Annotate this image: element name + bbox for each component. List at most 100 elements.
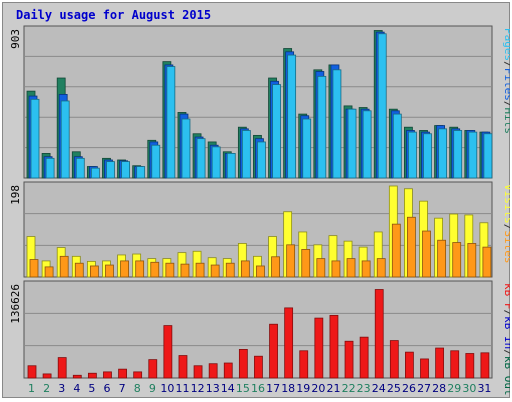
day-label-11: 11 [176, 382, 190, 395]
bar-pages-day-9 [151, 144, 161, 179]
bar-kb-f-day-24 [374, 289, 384, 379]
panel-1-legend: Pages/Files/Hits [502, 28, 510, 134]
panel-2-max-label: 198 [9, 185, 22, 205]
bar-kb-f-day-18 [284, 307, 294, 379]
bar-kb-f-day-8 [133, 371, 143, 379]
day-label-4: 4 [73, 382, 80, 395]
day-label-12: 12 [191, 382, 205, 395]
bar-kb-f-day-15 [238, 349, 248, 379]
day-label-3: 3 [58, 382, 65, 395]
legend-entry: Visits [502, 184, 510, 224]
bar-kb-f-day-14 [223, 362, 233, 379]
legend-entry: Files [502, 68, 510, 101]
bar-pages-day-12 [196, 138, 206, 179]
bar-kb-f-day-28 [435, 347, 445, 379]
day-label-14: 14 [221, 382, 235, 395]
day-label-27: 27 [417, 382, 431, 395]
bar-sites-day-10 [165, 262, 175, 278]
bar-sites-day-21 [331, 260, 341, 278]
legend-entry: kB In [502, 316, 510, 349]
bar-sites-day-17 [271, 256, 280, 278]
bar-sites-day-31 [482, 246, 492, 278]
bar-sites-day-5 [89, 265, 99, 278]
bar-pages-day-20 [317, 75, 327, 179]
day-label-9: 9 [149, 382, 156, 395]
day-label-10: 10 [160, 382, 174, 395]
bar-pages-day-30 [468, 131, 478, 179]
bar-sites-day-30 [467, 243, 477, 278]
legend-entry: / [502, 349, 510, 356]
bar-kb-f-day-1 [27, 365, 37, 379]
bar-pages-day-24 [377, 33, 387, 179]
bar-pages-day-19 [302, 118, 312, 179]
bar-sites-day-7 [120, 260, 129, 278]
bar-pages-day-14 [226, 153, 236, 179]
chart-title: Daily usage for August 2015 [16, 8, 212, 22]
bar-kb-f-day-5 [87, 372, 97, 379]
day-label-30: 30 [462, 382, 476, 395]
bar-kb-f-day-19 [299, 350, 309, 379]
bar-pages-day-27 [423, 133, 432, 179]
bar-sites-day-1 [29, 259, 39, 278]
bar-sites-day-27 [422, 230, 431, 278]
bar-sites-day-16 [256, 265, 265, 278]
bar-sites-day-23 [361, 260, 371, 278]
bar-sites-day-14 [225, 262, 235, 278]
bar-kb-f-day-9 [148, 359, 158, 379]
bar-pages-day-22 [347, 108, 357, 179]
chart-frame: Daily usage for August 2015 903Pages/Fil… [2, 2, 510, 398]
bar-pages-day-6 [106, 161, 115, 179]
day-label-31: 31 [477, 382, 491, 395]
day-label-28: 28 [432, 382, 446, 395]
day-label-2: 2 [43, 382, 50, 395]
day-label-29: 29 [447, 382, 461, 395]
bar-sites-day-24 [376, 258, 386, 278]
bar-sites-day-26 [407, 216, 416, 278]
day-label-17: 17 [266, 382, 280, 395]
bar-kb-f-day-11 [178, 355, 188, 379]
bar-kb-f-day-21 [329, 314, 339, 379]
bar-pages-day-5 [90, 167, 100, 179]
bar-sites-day-3 [59, 255, 69, 278]
bar-sites-day-6 [105, 264, 114, 278]
bar-sites-day-4 [74, 262, 84, 278]
bar-kb-f-day-12 [193, 365, 203, 379]
day-label-23: 23 [357, 382, 371, 395]
day-label-15: 15 [236, 382, 250, 395]
bar-kb-f-day-30 [465, 353, 475, 379]
day-label-18: 18 [281, 382, 295, 395]
day-label-8: 8 [134, 382, 141, 395]
bar-pages-day-8 [136, 166, 146, 179]
bar-pages-day-4 [75, 157, 85, 179]
bar-pages-day-7 [121, 161, 130, 179]
legend-entry: kB Out [502, 356, 510, 396]
legend-entry: / [502, 61, 510, 68]
bar-sites-day-19 [301, 249, 311, 278]
bar-kb-f-day-7 [118, 368, 127, 379]
bar-sites-day-13 [210, 264, 220, 278]
panel-3-legend: kB F/kB In/kB Out [502, 283, 510, 396]
bar-pages-day-17 [272, 84, 281, 179]
day-label-22: 22 [342, 382, 356, 395]
bar-pages-day-31 [483, 133, 493, 179]
bar-sites-day-12 [195, 262, 205, 278]
legend-entry: Sites [502, 230, 510, 263]
day-label-16: 16 [251, 382, 265, 395]
bar-pages-day-16 [257, 141, 266, 179]
bar-kb-f-day-23 [359, 336, 369, 379]
bar-pages-day-3 [60, 100, 70, 179]
bar-sites-day-22 [346, 258, 356, 278]
bar-kb-f-day-17 [269, 323, 278, 379]
bar-pages-day-10 [166, 66, 176, 179]
day-label-26: 26 [402, 382, 416, 395]
day-label-24: 24 [372, 382, 386, 395]
bar-kb-f-day-26 [405, 351, 414, 379]
bar-pages-day-28 [438, 128, 448, 179]
bar-pages-day-26 [408, 131, 417, 179]
bar-sites-day-2 [44, 266, 54, 278]
bar-sites-day-18 [286, 244, 296, 278]
day-label-5: 5 [88, 382, 95, 395]
legend-entry: / [502, 224, 510, 231]
bar-sites-day-20 [316, 258, 326, 278]
bar-pages-day-21 [332, 69, 342, 179]
